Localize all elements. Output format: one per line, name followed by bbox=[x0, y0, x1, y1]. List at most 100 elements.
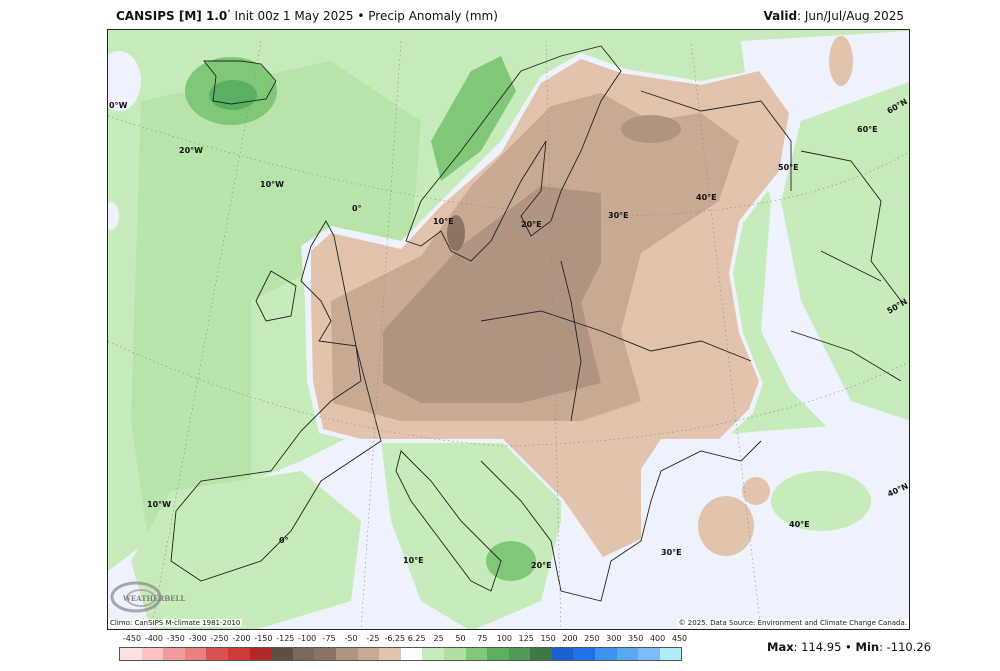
iceland-green-area bbox=[209, 80, 257, 110]
max-value: : 114.95 bbox=[793, 640, 842, 654]
title-separator: • bbox=[357, 9, 365, 23]
field-name: Precip Anomaly (mm) bbox=[368, 9, 498, 23]
grid-label: 40°E bbox=[696, 193, 717, 202]
legend-label: -400 bbox=[144, 634, 163, 643]
norway-green-area bbox=[431, 56, 516, 181]
legend-swatch bbox=[163, 648, 185, 660]
grid-label: 40°E bbox=[789, 520, 810, 529]
legend-swatch bbox=[659, 648, 682, 660]
legend-swatch bbox=[530, 648, 552, 660]
legend-label: 25 bbox=[433, 634, 444, 643]
legend-swatch bbox=[335, 648, 358, 660]
climo-credit: Climo: CanSIPS M-climate 1981-2010 bbox=[108, 619, 243, 627]
medium-green-area bbox=[131, 61, 421, 561]
map-canvas: 0°W20°W10°W0°10°E 20°E30°E40°E50°E60°E60°… bbox=[108, 30, 909, 629]
legend-label: -150 bbox=[254, 634, 273, 643]
legend-swatch bbox=[249, 648, 272, 660]
min-label: Min bbox=[855, 640, 880, 654]
legend-label: -75 bbox=[322, 634, 336, 643]
grid-label: 50°E bbox=[778, 163, 799, 172]
legend-label: 150 bbox=[540, 634, 556, 643]
grid-label: 20°E bbox=[531, 561, 552, 570]
legend-label: -250 bbox=[210, 634, 229, 643]
valid-period: Valid: Jun/Jul/Aug 2025 bbox=[763, 9, 904, 23]
color-legend bbox=[119, 647, 683, 661]
degree-symbol: ° bbox=[227, 9, 231, 17]
data-source-credit: © 2025. Data Source: Environment and Cli… bbox=[676, 619, 909, 627]
legend-label: 100 bbox=[496, 634, 512, 643]
graticule bbox=[108, 40, 909, 629]
legend-swatch bbox=[443, 648, 466, 660]
legend-label: -25 bbox=[366, 634, 380, 643]
legend-label: 300 bbox=[606, 634, 622, 643]
legend-label: -450 bbox=[122, 634, 142, 643]
balkan-black-sea-coast bbox=[480, 440, 762, 602]
country-borders bbox=[480, 310, 752, 362]
legend-label: 450 bbox=[671, 634, 688, 643]
country-borders bbox=[560, 260, 582, 422]
grid-label: 20°E bbox=[521, 220, 542, 229]
stats-separator: • bbox=[841, 640, 856, 654]
italy-green-area bbox=[381, 441, 561, 629]
legend-swatch bbox=[487, 648, 509, 660]
legend-swatch bbox=[379, 648, 401, 660]
legend-swatch bbox=[271, 648, 293, 660]
ireland-coast bbox=[255, 270, 297, 322]
legend-label: 50 bbox=[455, 634, 466, 643]
dry-anomaly-area bbox=[447, 215, 465, 251]
max-min-stats: Max: 114.95 • Min: -110.26 bbox=[767, 640, 931, 654]
legend-swatch bbox=[184, 648, 207, 660]
legend-swatch bbox=[357, 648, 380, 660]
iceland-coast bbox=[203, 60, 277, 105]
britain-coast bbox=[300, 220, 357, 347]
region-borders bbox=[790, 150, 902, 382]
dry-anomaly-area bbox=[829, 36, 853, 86]
legend-swatch bbox=[227, 648, 250, 660]
grid-label: 10°W bbox=[260, 180, 284, 189]
legend-label: 75 bbox=[477, 634, 488, 643]
legend-label: -200 bbox=[232, 634, 251, 643]
legend-label: -300 bbox=[188, 634, 207, 643]
valid-label: Valid bbox=[763, 9, 798, 23]
model-name: CANSIPS [M] 1.0 bbox=[116, 9, 228, 23]
legend-swatch bbox=[206, 648, 228, 660]
caucasus-green-area bbox=[771, 471, 871, 531]
legend-swatch bbox=[508, 648, 531, 660]
legend-label: -100 bbox=[298, 634, 317, 643]
dry-anomaly-area bbox=[621, 115, 681, 143]
white-area bbox=[108, 51, 141, 111]
russia-borders bbox=[640, 90, 792, 191]
grid-label: 60°E bbox=[857, 125, 878, 134]
legend-swatch bbox=[465, 648, 488, 660]
valid-value: : Jun/Jul/Aug 2025 bbox=[797, 9, 904, 23]
legend-swatch bbox=[292, 648, 315, 660]
legend-label: 400 bbox=[649, 634, 666, 643]
dry-anomaly-area bbox=[383, 186, 601, 403]
legend-swatch bbox=[314, 648, 336, 660]
legend-swatch bbox=[573, 648, 596, 660]
legend-swatch bbox=[422, 648, 444, 660]
legend-label: 200 bbox=[562, 634, 578, 643]
legend-label: 6.25 bbox=[407, 634, 426, 643]
min-value: : -110.26 bbox=[879, 640, 932, 654]
grid-label: 20°W bbox=[179, 146, 203, 155]
grid-label: 30°E bbox=[661, 548, 682, 557]
grid-label: 30°E bbox=[608, 211, 629, 220]
max-label: Max bbox=[767, 640, 794, 654]
white-area bbox=[108, 202, 119, 230]
grid-label: 0° bbox=[352, 204, 362, 213]
legend-swatch bbox=[120, 648, 142, 660]
balkan-green-area bbox=[486, 541, 536, 581]
legend-label: 125 bbox=[518, 634, 534, 643]
coastlines bbox=[170, 45, 902, 602]
legend-label: 250 bbox=[584, 634, 600, 643]
precip-anomaly-map: 0°W 20°W 10°W 0° 10°E 20°E 30°E 40°E 50°E 60°E 60°… bbox=[107, 29, 910, 630]
legend-labels: -450 -400 -350 -300 -250 -200 -150 -125 -100 -75-… bbox=[119, 634, 687, 644]
grid-label: 0°W bbox=[109, 101, 128, 110]
legend-swatch bbox=[400, 648, 423, 660]
dry-anomaly-area bbox=[698, 496, 754, 556]
map-title: CANSIPS [M] 1.0° Init 00z 1 May 2025 • P… bbox=[116, 9, 498, 23]
legend-label: 350 bbox=[628, 634, 644, 643]
weatherbell-logo: WEATHERBELL bbox=[110, 581, 185, 613]
grid-label: 10°E bbox=[433, 217, 454, 226]
